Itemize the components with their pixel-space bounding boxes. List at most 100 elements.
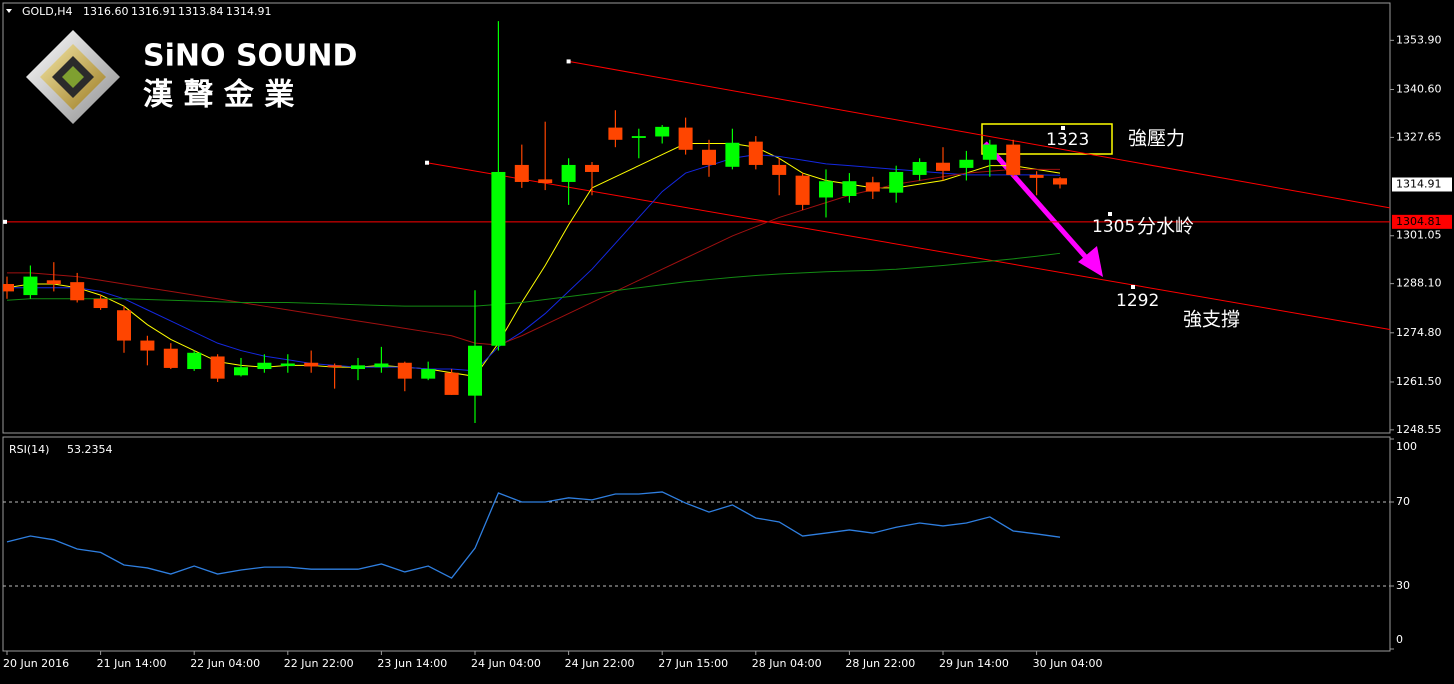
y-tick-label: 1340.60: [1396, 83, 1442, 96]
x-tick-label: 28 Jun 22:00: [845, 657, 915, 670]
candle-body: [374, 363, 389, 368]
candle-body: [819, 181, 833, 198]
ohlc-open: 1316.60: [83, 5, 129, 18]
y-tick-label: 1327.65: [1396, 130, 1442, 143]
rsi-value: 53.2354: [67, 443, 113, 456]
x-tick-label: 20 Jun 2016: [3, 657, 69, 670]
annotation-dot: [1131, 285, 1135, 289]
candle-body: [889, 171, 904, 193]
candle-body: [982, 144, 997, 160]
trendline: [568, 60, 1390, 209]
x-tick-label: 28 Jun 04:00: [752, 657, 822, 670]
trendline: [426, 162, 1390, 330]
x-tick-label: 24 Jun 04:00: [471, 657, 541, 670]
candle-body: [865, 182, 880, 192]
resistance-box: [981, 123, 1113, 155]
candle-body: [959, 159, 974, 168]
candle-body: [280, 363, 295, 367]
moving-average: [7, 154, 1061, 372]
candle-body: [23, 276, 38, 296]
ohlc-close: 1314.91: [226, 5, 272, 18]
x-tick-label: 22 Jun 04:00: [190, 657, 260, 670]
x-tick-label: 24 Jun 22:00: [565, 657, 635, 670]
candle-body: [795, 175, 810, 205]
candle-body: [327, 365, 342, 368]
candle-body: [117, 310, 131, 341]
candle-body: [561, 164, 576, 182]
y-tick-label: 100: [1396, 440, 1417, 453]
candle-body: [46, 280, 61, 284]
annotation-value: 1323: [1046, 130, 1089, 150]
candle-body: [772, 164, 787, 175]
logo-subtitle: 漢 聲 金 業: [143, 78, 294, 113]
candle-body: [514, 164, 529, 182]
ohlc-low: 1313.84: [178, 5, 224, 18]
annotation-dot: [1108, 212, 1112, 216]
candle-body: [187, 352, 202, 370]
y-tick-label: 1353.90: [1396, 33, 1442, 46]
candle-body: [491, 171, 506, 346]
y-tick-label: 0: [1396, 633, 1403, 646]
candle-body: [444, 372, 459, 395]
moving-average: [6, 142, 1061, 377]
candle-body: [678, 127, 693, 150]
trendline-handle: [425, 160, 430, 165]
level-handle: [3, 219, 7, 224]
y-tick-label: 70: [1396, 495, 1410, 508]
y-tick-label: 1261.50: [1396, 375, 1442, 388]
y-tick-label: 1274.80: [1396, 326, 1442, 339]
candle-body: [538, 179, 553, 184]
ohlc-high: 1316.91: [131, 5, 177, 18]
y-tick-label: 1288.10: [1396, 277, 1442, 290]
annotation-value: 1292: [1116, 291, 1159, 311]
level-label: 1304.81: [1396, 215, 1442, 228]
candle-body: [1006, 144, 1021, 175]
logo-name: SiNO SOUND: [143, 39, 357, 74]
level-label-bg: [1392, 214, 1452, 229]
x-tick-label: 23 Jun 14:00: [377, 657, 447, 670]
annotation-value: 1305: [1092, 217, 1135, 237]
arrow: [983, 141, 1103, 277]
plot-area: [3, 21, 1390, 424]
rsi-pane: [2, 436, 1391, 652]
annotation-dot: [1061, 126, 1065, 130]
candle-body: [585, 164, 599, 172]
candle-body: [421, 369, 436, 379]
x-tick-label: 21 Jun 14:00: [97, 657, 167, 670]
candle-body: [842, 181, 857, 197]
candle-body: [3, 283, 14, 292]
x-tick-label: 27 Jun 15:00: [658, 657, 728, 670]
candle-body: [163, 348, 178, 368]
candle-body: [608, 127, 623, 140]
rsi-line: [6, 491, 1061, 579]
moving-average: [7, 168, 1060, 346]
candle-body: [210, 356, 225, 379]
logo-mark: [26, 30, 120, 124]
candle-body: [234, 367, 248, 376]
rsi-title: RSI(14): [9, 443, 49, 456]
candle-body: [468, 345, 482, 396]
x-tick-label: 29 Jun 14:00: [939, 657, 1009, 670]
annotation-text: 強支撐: [1183, 309, 1240, 331]
last-price-bg: [1392, 177, 1452, 192]
x-tick-label: 22 Jun 22:00: [284, 657, 354, 670]
last-price-label: 1314.91: [1396, 178, 1442, 191]
annotation-text: 強壓力: [1128, 128, 1185, 150]
candle-body: [936, 162, 950, 171]
candle-body: [304, 362, 319, 367]
candle-body: [140, 340, 155, 351]
plot-area: [6, 491, 1061, 579]
x-tick-label: 30 Jun 04:00: [1033, 657, 1103, 670]
candle-body: [1053, 178, 1067, 185]
y-tick-label: 30: [1396, 579, 1410, 592]
candle-body: [1029, 174, 1044, 178]
candle-body: [725, 142, 740, 167]
candle-body: [912, 161, 927, 175]
annotation-text: 分水岭: [1137, 216, 1194, 238]
y-tick-label: 1248.55: [1396, 423, 1442, 436]
candle-body: [351, 365, 365, 370]
candle-body: [748, 141, 763, 165]
candle-body: [702, 149, 716, 165]
candle-body: [655, 126, 670, 137]
